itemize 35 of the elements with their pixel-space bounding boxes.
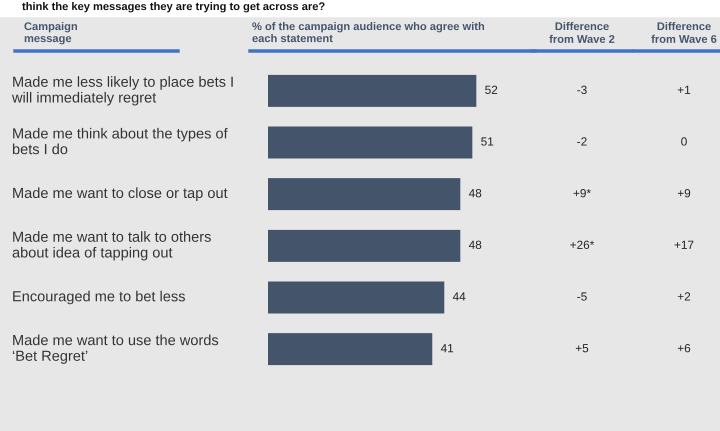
text: +9: [678, 188, 690, 198]
x-axis-title: % of the campaign audience who agree with each statement: [252, 22, 484, 42]
text: 0: [681, 137, 687, 146]
y-tick-label: Made me less likely to place bets I will immediately regret: [12, 76, 233, 106]
data-label: 48: [468, 240, 482, 249]
y-tick-label: Made me want to talk to others about idea of tapping out: [12, 231, 211, 260]
text: +9*: [574, 188, 591, 198]
y-tick-label: Made me think about the types of bets I do: [12, 128, 228, 154]
bar: [268, 74, 476, 107]
data-label: 41: [440, 344, 454, 352]
data-label: 51: [481, 137, 494, 146]
text: +6: [678, 344, 690, 352]
text: -3: [577, 86, 587, 94]
text: +17: [674, 240, 694, 249]
bar: [268, 281, 444, 314]
text: -2: [577, 137, 587, 146]
text: +5: [576, 344, 588, 352]
text: Difference from Wave 6: [651, 22, 716, 43]
text: think the key messages they are trying to get across are?: [22, 2, 325, 12]
text: +1: [678, 86, 690, 94]
y-tick-label: Made me want to use the words ‘Bet Regret’: [12, 334, 218, 364]
text: -5: [577, 292, 587, 301]
text: +26*: [570, 240, 594, 249]
bar: [268, 178, 460, 210]
y-tick-label: Made me want to close or tap out: [13, 187, 228, 201]
text: Difference from Wave 2: [549, 22, 614, 43]
data-label: 52: [485, 86, 498, 94]
bar: [268, 333, 432, 366]
data-label: 44: [452, 292, 466, 301]
text: +2: [678, 292, 690, 301]
bar: [268, 126, 472, 159]
y-axis-title: Campaign message: [24, 22, 78, 44]
bar: [268, 230, 460, 262]
data-label: 48: [468, 188, 482, 198]
y-tick-label: Encouraged me to bet less: [13, 290, 185, 304]
